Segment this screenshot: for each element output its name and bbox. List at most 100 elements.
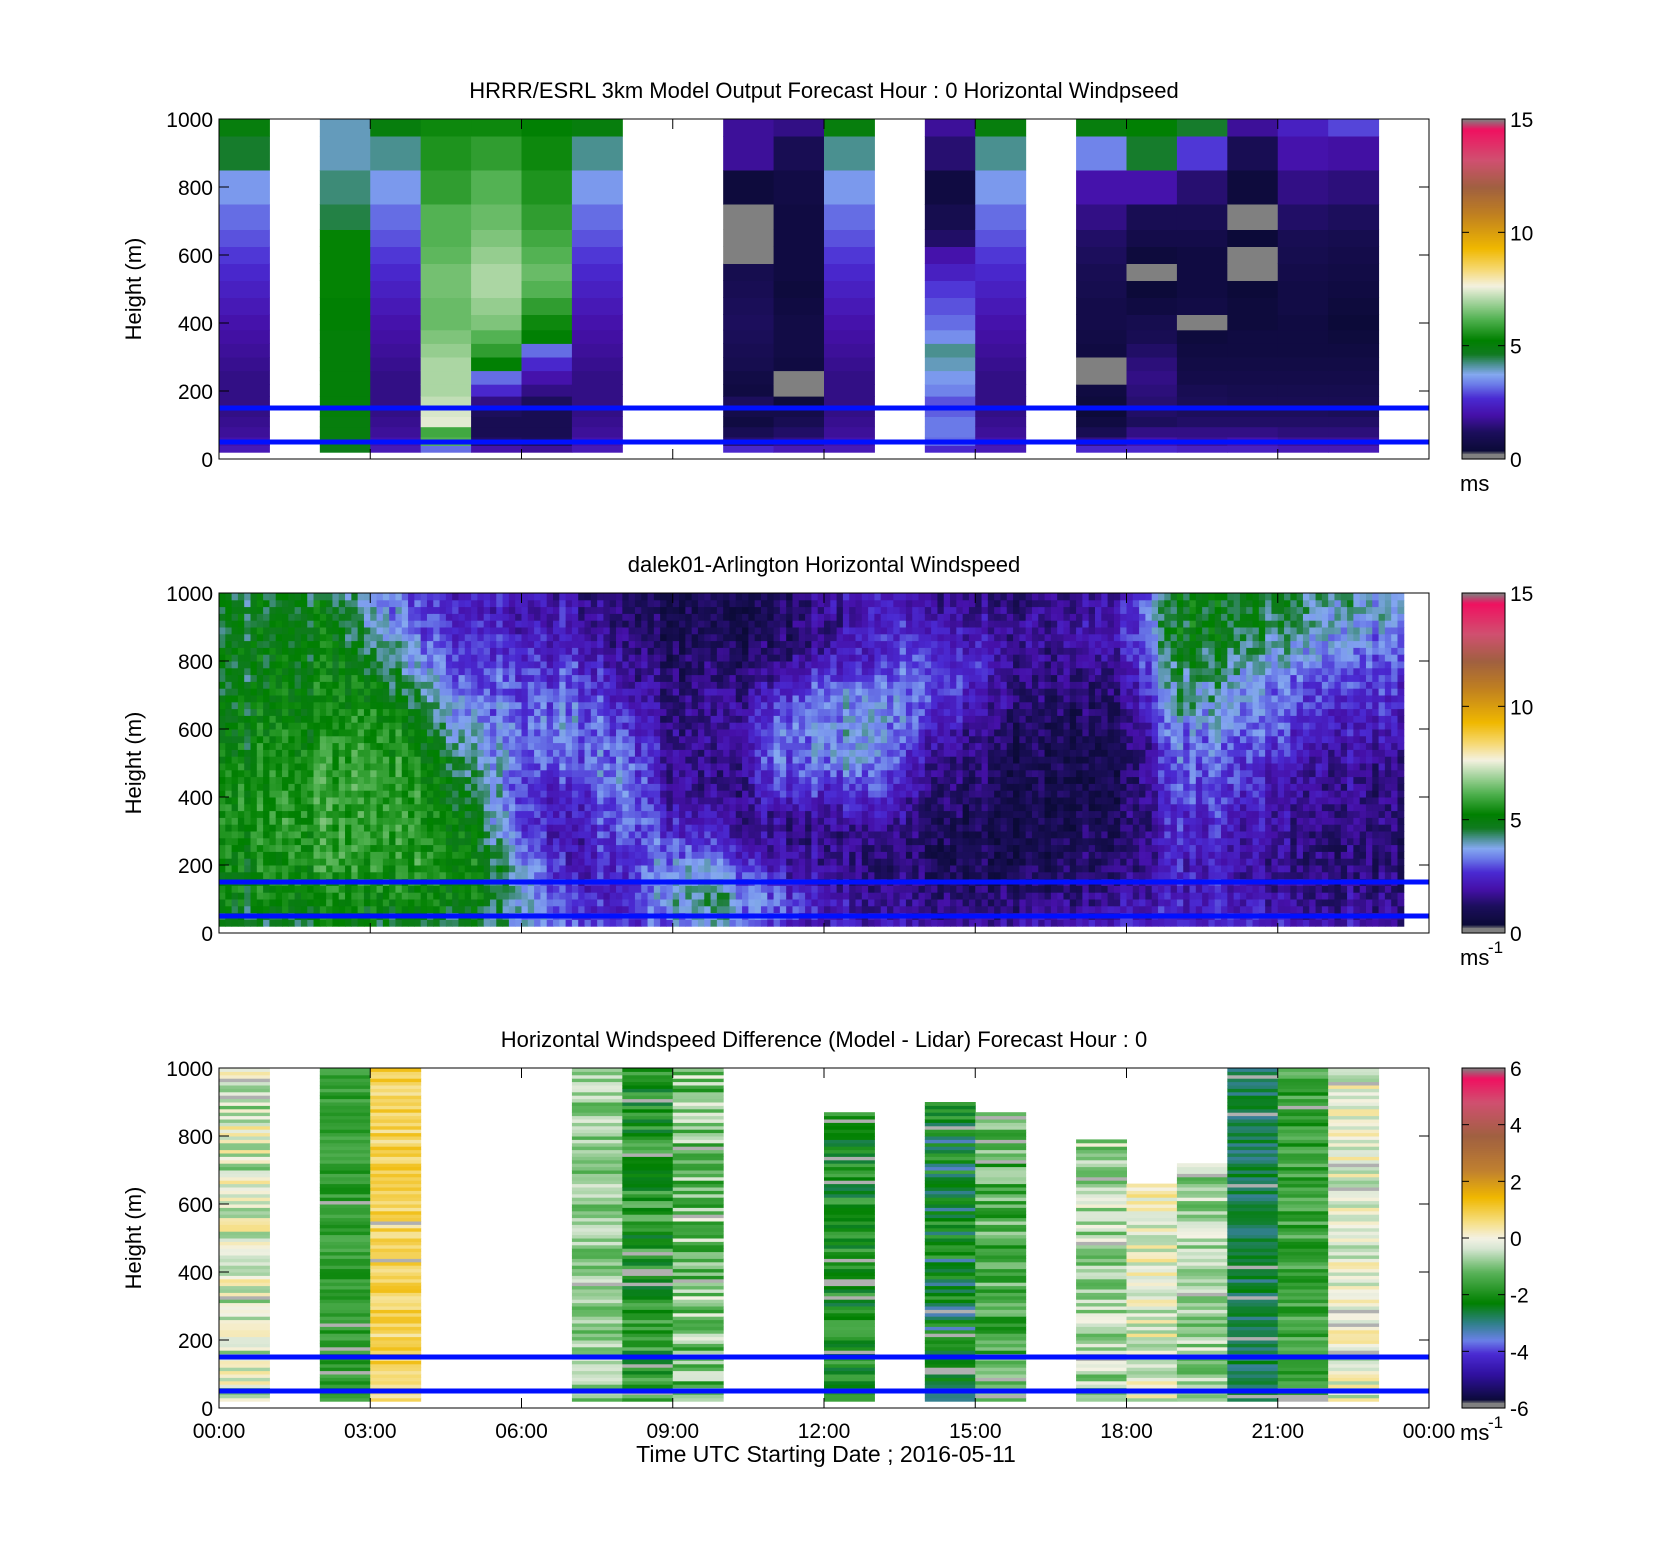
heatmap-cell [597,667,604,676]
heatmap-cell [319,406,371,417]
heatmap-cell [565,905,573,914]
heatmap-cell [338,756,346,764]
heatmap-cell [546,756,554,764]
heatmap-cell [502,790,510,798]
heatmap-cell [634,688,642,696]
heatmap-cell [565,688,573,696]
heatmap-cell [622,749,630,757]
heatmap-cell [219,136,270,171]
heatmap-cell [307,729,315,737]
heatmap-cell [792,715,800,723]
heatmap-cell [716,803,724,812]
heatmap-cell [647,674,655,682]
heatmap-cell [773,871,781,880]
heatmap-cell [603,783,611,791]
heatmap-cell [685,661,693,669]
heatmap-cell [307,735,315,744]
heatmap-cell [672,803,680,812]
heatmap-cell [338,790,346,798]
heatmap-cell [256,735,264,744]
heatmap-cell [288,803,296,812]
heatmap-cell [338,919,346,927]
heatmap-cell [697,824,705,832]
heatmap-cell [697,701,705,710]
heatmap-cell [489,633,497,642]
heatmap-cell [294,593,302,601]
heatmap-cell [729,776,737,784]
heatmap-cell [521,297,573,315]
heatmap-cell [408,871,415,880]
heatmap-cell [382,688,390,696]
heatmap-cell [578,790,586,798]
heatmap-cell [628,729,636,737]
heatmap-cell [319,343,371,358]
heatmap-cell [628,661,636,669]
heatmap-cell [641,810,649,818]
heatmap-cell [571,803,579,812]
heatmap-cell [225,858,233,866]
heatmap-cell [420,297,472,315]
heatmap-cell [426,613,434,621]
heatmap-cell [231,708,239,716]
heatmap-cell [445,647,453,655]
heatmap-cell [553,627,560,635]
heatmap-cell [332,831,340,839]
heatmap-cell [710,865,718,873]
heatmap-cell [521,246,573,264]
heatmap-cell [445,797,453,805]
heatmap-cell [559,763,567,771]
heatmap-cell [622,688,630,696]
heatmap-cell [483,837,491,846]
heatmap-cell [237,640,245,648]
heatmap-cell [760,654,768,662]
heatmap-cell [609,837,617,846]
heatmap-cell [597,606,604,614]
heatmap-cell [660,633,667,642]
heatmap-cell [389,803,396,812]
heatmap-cell [319,729,327,737]
heatmap-cell [225,688,233,696]
heatmap-cell [660,742,667,750]
heatmap-cell [685,742,693,750]
heatmap-cell [326,817,333,825]
heatmap-cell [382,817,390,825]
heatmap-cell [710,701,718,710]
heatmap-cell [760,681,768,689]
heatmap-cell [805,803,812,812]
heatmap-cell [395,763,403,771]
heatmap-cell [439,749,447,757]
heatmap-cell [219,790,226,798]
heatmap-cell [559,783,567,791]
heatmap-cell [275,769,283,778]
heatmap-cell [294,599,302,608]
heatmap-cell [275,606,283,614]
heatmap-cell [754,844,762,852]
heatmap-cell [477,715,485,723]
heatmap-cell [546,905,554,914]
heatmap-cell [546,633,554,642]
heatmap-cell [805,654,812,662]
heatmap-cell [779,695,787,703]
heatmap-cell [779,885,787,893]
heatmap-cell [452,701,459,710]
heatmap-cell [313,606,321,614]
heatmap-cell [489,797,497,805]
heatmap-cell [313,708,321,716]
heatmap-cell [345,722,352,730]
heatmap-cell [389,899,396,907]
heatmap-cell [1227,119,1279,137]
heatmap-cell [332,797,340,805]
heatmap-cell [464,783,472,791]
heatmap-cell [697,627,705,635]
heatmap-cell [710,667,718,676]
heatmap-cell [704,919,712,927]
heatmap-cell [760,810,768,818]
heatmap-cell [704,729,712,737]
heatmap-cell [760,742,768,750]
heatmap-cell [609,708,617,716]
heatmap-cell [294,674,302,682]
heatmap-cell [288,674,296,682]
heatmap-cell [1328,170,1380,205]
heatmap-cell [275,667,283,676]
heatmap-cell [351,776,359,784]
